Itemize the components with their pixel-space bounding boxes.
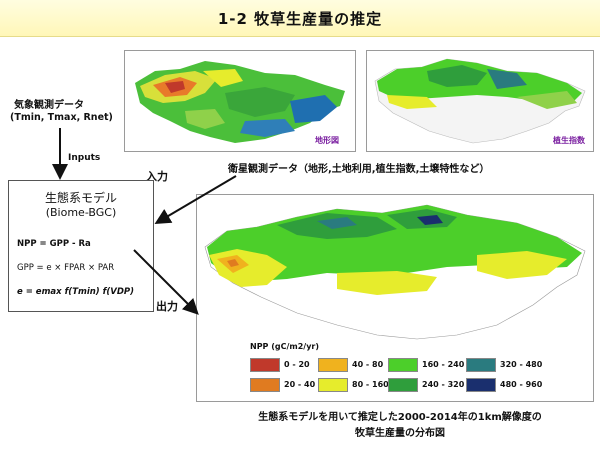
model-name-en: (Biome-BGC) (45, 206, 117, 219)
legend-label: 480 - 960 (500, 380, 543, 389)
inputs-label: Inputs (68, 153, 101, 163)
vegetation-index-map: 植生指数 (366, 50, 594, 152)
legend-swatch (318, 358, 348, 372)
weather-vars-label: (Tmin, Tmax, Rnet) (10, 112, 113, 123)
equation-npp: NPP = GPP - Ra (17, 239, 91, 249)
weather-data-label: 気象観測データ (14, 100, 84, 111)
legend-label: 240 - 320 (422, 380, 465, 389)
legend-swatch (466, 358, 496, 372)
satellite-data-label: 衛星観測データ（地形,土地利用,植生指数,土壌特性など） (228, 164, 490, 175)
legend-title: NPP (gC/m2/yr) (250, 342, 320, 351)
legend-swatch (318, 378, 348, 392)
topography-map-graphic (135, 61, 345, 143)
legend-label: 40 - 80 (352, 360, 384, 369)
equation-gpp: GPP = e × FPAR × PAR (17, 263, 115, 273)
legend-swatch (388, 358, 418, 372)
topography-map: 地形図 (124, 50, 356, 152)
caption-line-2: 牧草生産量の分布図 (355, 428, 445, 439)
legend-swatch (250, 358, 280, 372)
topography-caption: 地形図 (315, 136, 339, 145)
legend-swatch (250, 378, 280, 392)
vegetation-caption: 植生指数 (553, 136, 585, 145)
legend-swatch (466, 378, 496, 392)
legend-label: 160 - 240 (422, 360, 465, 369)
title-bar: 1-2 牧草生産量の推定 (0, 0, 600, 37)
legend-label: 0 - 20 (284, 360, 310, 369)
page-title: 1-2 牧草生産量の推定 (217, 10, 383, 28)
caption-line-1: 生態系モデルを用いて推定した2000-2014年の1km解像度の (258, 412, 542, 423)
model-name: 生態系モデル (44, 191, 117, 205)
vegetation-map-graphic (374, 58, 586, 144)
legend-label: 20 - 40 (284, 380, 316, 389)
npp-map-graphic (204, 204, 586, 340)
legend-swatch (388, 378, 418, 392)
legend-label: 80 - 160 (352, 380, 389, 389)
output-label: 出力 (156, 300, 178, 313)
equation-efficiency: e = emax f(Tmin) f(VDP) (17, 287, 134, 297)
legend-label: 320 - 480 (500, 360, 543, 369)
ecosystem-model-box: 生態系モデル (Biome-BGC) NPP = GPP - Ra GPP = … (8, 180, 154, 312)
